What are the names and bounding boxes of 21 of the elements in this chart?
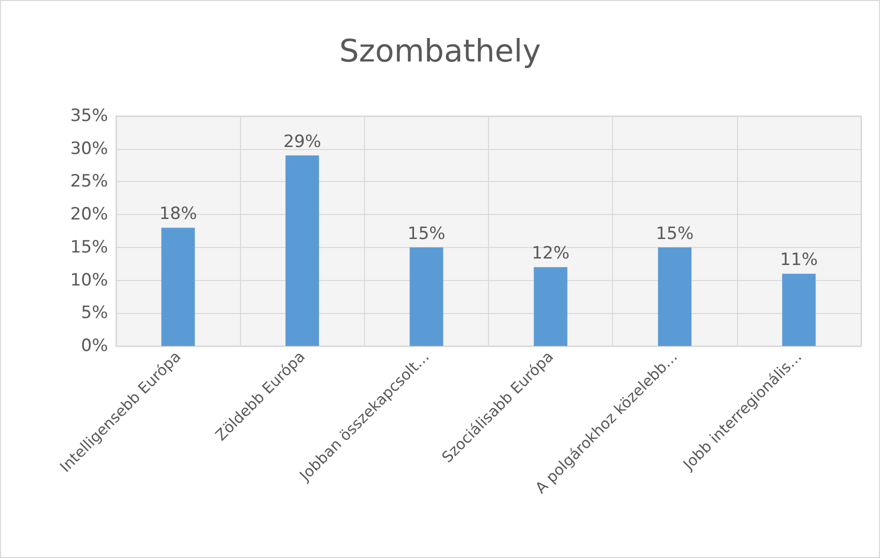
- y-tick-label: 25%: [70, 172, 108, 192]
- y-tick-label: 35%: [70, 106, 108, 126]
- data-label: 15%: [656, 224, 694, 244]
- y-tick-label: 5%: [81, 303, 108, 324]
- chart-title: Szombathely: [339, 34, 541, 70]
- data-label: 15%: [408, 224, 446, 244]
- y-tick-label: 30%: [70, 138, 108, 159]
- bar: [285, 155, 320, 346]
- y-tick-label: 10%: [70, 270, 108, 290]
- bar: [534, 267, 568, 346]
- y-tick-label: 0%: [81, 336, 108, 356]
- bar: [658, 247, 692, 346]
- bar: [410, 247, 444, 346]
- bar: [782, 274, 816, 346]
- data-label: 29%: [283, 132, 322, 152]
- data-label: 12%: [532, 244, 570, 264]
- data-label: 11%: [780, 250, 818, 270]
- data-label: 18%: [159, 204, 197, 224]
- y-tick-label: 20%: [70, 204, 108, 225]
- y-tick-label: 15%: [70, 237, 108, 258]
- bar: [161, 228, 195, 346]
